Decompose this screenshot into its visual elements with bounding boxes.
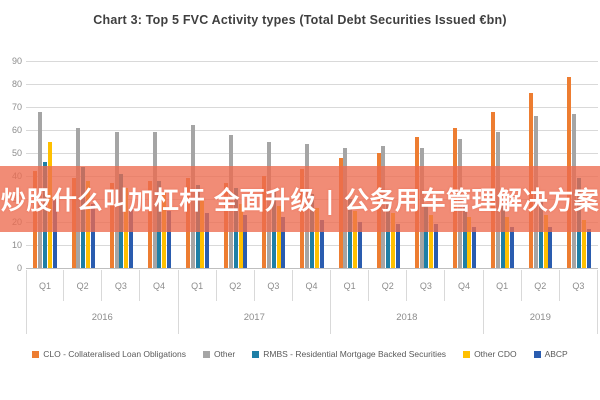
bar <box>505 217 510 268</box>
legend-item: RMBS - Residential Mortgage Backed Secur… <box>252 349 446 359</box>
bar <box>205 212 210 268</box>
x-quarter-label: Q2 <box>522 270 560 301</box>
bar <box>200 199 205 268</box>
x-year-label: 2017 <box>179 301 332 334</box>
legend-label: RMBS - Residential Mortgage Backed Secur… <box>263 349 447 359</box>
legend-item: Other <box>202 349 236 359</box>
y-tick-label: 0 <box>16 263 22 273</box>
gridline <box>26 153 598 154</box>
x-quarter-label: Q4 <box>293 270 332 301</box>
legend-swatch <box>32 350 40 358</box>
bar <box>548 226 553 268</box>
legend-swatch <box>252 350 260 358</box>
chart-title: Chart 3: Top 5 FVC Activity types (Total… <box>93 13 507 27</box>
x-quarter-label: Q4 <box>140 270 179 301</box>
bar <box>586 228 591 268</box>
bar <box>357 222 362 268</box>
bar <box>238 203 243 268</box>
bar <box>314 208 319 268</box>
bar <box>319 219 324 268</box>
x-axis-line <box>26 268 598 269</box>
bar <box>276 205 281 268</box>
legend-item: ABCP <box>533 349 568 359</box>
legend-label: Other <box>213 349 236 359</box>
bar <box>52 199 57 268</box>
y-tick-label: 60 <box>11 125 22 135</box>
y-tick-label: 90 <box>11 56 22 66</box>
x-quarter-label: Q3 <box>560 270 598 301</box>
bar <box>434 224 438 268</box>
bar <box>472 226 477 268</box>
bar <box>167 210 172 268</box>
gridline <box>26 130 598 131</box>
x-quarter-label: Q3 <box>407 270 446 301</box>
bar <box>467 217 472 268</box>
legend: CLO - Collateralised Loan Obligations Oth… <box>0 349 600 359</box>
x-quarter-label: Q2 <box>64 270 103 301</box>
legend-label: CLO - Collateralised Loan Obligations <box>43 349 186 359</box>
overlay-banner-text: 炒股什么叫加杠杆 全面升级 | 公务用车管理解决方案 <box>0 186 600 215</box>
legend-item: Other CDO <box>463 349 517 359</box>
bar <box>581 219 586 268</box>
gridline <box>26 84 598 85</box>
x-quarter-label: Q3 <box>102 270 141 301</box>
bar <box>500 205 505 268</box>
y-tick-label: 80 <box>11 79 22 89</box>
legend-label: ABCP <box>544 349 568 359</box>
bar <box>538 201 543 268</box>
x-year-label: 2019 <box>484 301 598 334</box>
bar <box>391 212 396 268</box>
x-quarter-label: Q1 <box>331 270 370 301</box>
bar <box>386 201 391 268</box>
x-quarter-label: Q3 <box>255 270 293 301</box>
y-tick-label: 50 <box>11 148 22 158</box>
x-year-label: 2018 <box>331 301 484 334</box>
bar <box>352 210 357 268</box>
legend-item: CLO - Collateralised Loan Obligations <box>32 349 186 359</box>
x-year-label: 2016 <box>26 301 179 334</box>
bar <box>395 224 400 268</box>
y-tick-label: 70 <box>11 102 22 112</box>
legend-swatch <box>533 350 541 358</box>
bar <box>424 203 429 268</box>
bar <box>462 203 467 268</box>
x-quarter-label: Q1 <box>179 270 217 301</box>
legend-swatch <box>463 350 471 358</box>
y-tick-label: 10 <box>11 240 22 250</box>
x-quarter-label: Q2 <box>217 270 255 301</box>
x-quarter-label: Q1 <box>26 270 65 301</box>
gridline <box>26 61 598 62</box>
legend-swatch <box>202 350 210 358</box>
bar <box>510 226 515 268</box>
bar <box>281 217 286 268</box>
overlay-banner[interactable]: 炒股什么叫加杠杆 全面升级 | 公务用车管理解决方案 <box>0 166 600 232</box>
x-quarter-label: Q4 <box>445 270 484 301</box>
bar <box>128 208 133 268</box>
gridline <box>26 107 598 108</box>
bar <box>429 215 434 268</box>
x-quarter-label: Q1 <box>484 270 522 301</box>
bar <box>543 215 548 268</box>
bar <box>243 215 248 268</box>
legend-label: Other CDO <box>474 349 517 359</box>
x-quarter-label: Q2 <box>369 270 408 301</box>
bar <box>90 203 95 268</box>
bar <box>348 199 353 268</box>
